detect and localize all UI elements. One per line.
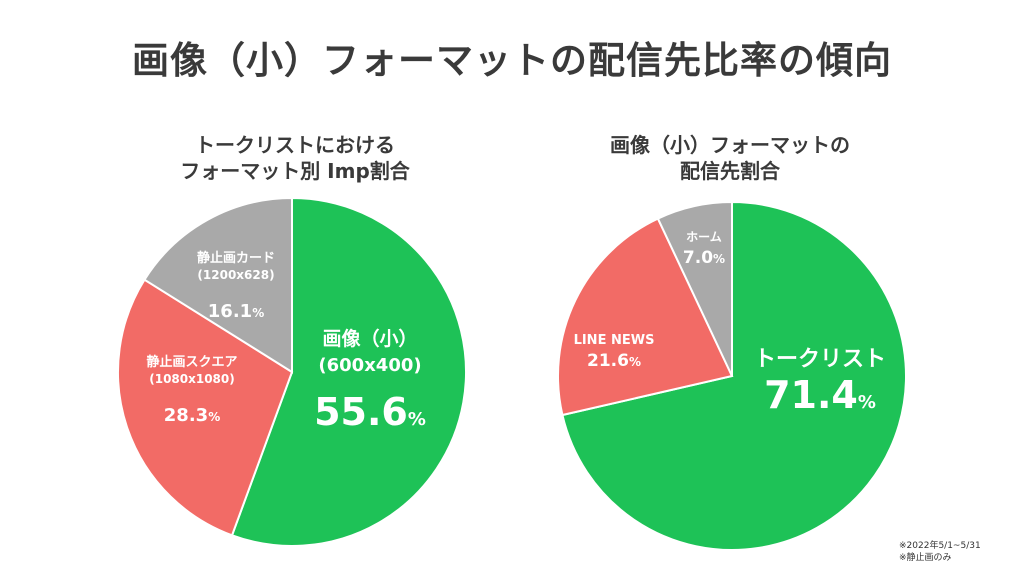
footnote: ※2022年5/1~5/31 ※静止画のみ <box>899 540 981 564</box>
chart-1-slice-1-label-line-2: (600x400) <box>318 355 421 376</box>
chart-1-title: トークリストにおける フォーマット別 Imp割合 <box>130 132 460 184</box>
footnote-line-2: ※静止画のみ <box>899 553 952 563</box>
chart-2-slice-1-label-line-1: トークリスト <box>754 347 886 372</box>
chart-2-slice-2-value: 21.6% <box>587 351 641 371</box>
chart-1-slice-2-value: 28.3% <box>164 405 220 426</box>
chart-1-title-line-2: フォーマット別 Imp割合 <box>180 159 410 183</box>
chart-2-title-line-2: 配信先割合 <box>680 159 780 183</box>
chart-2-slice-3 <box>656 200 733 377</box>
footnote-line-1: ※2022年5/1~5/31 <box>899 541 981 551</box>
chart-2-slice-3-label-line-1: ホーム <box>686 230 722 244</box>
chart-1-slice-2 <box>117 278 294 537</box>
chart-2-slice-2-label-line-1: LINE NEWS <box>574 333 655 348</box>
chart-1-slice-3-value: 16.1% <box>208 301 264 322</box>
chart-2-slice-1-value: 71.4% <box>764 373 876 417</box>
chart-2-slice-1 <box>561 200 907 551</box>
page-title: 画像（小）フォーマットの配信先比率の傾向 <box>132 39 892 82</box>
chart-1-slice-3 <box>143 196 293 374</box>
chart-2-slice-2 <box>557 217 734 417</box>
chart-1-title-line-1: トークリストにおける <box>195 133 395 157</box>
chart-2-title: 画像（小）フォーマットの 配信先割合 <box>560 132 900 184</box>
chart-1-slice-3-label-line-1: 静止画カード <box>197 250 275 266</box>
chart-1-slice-2-label-line-2: (1080x1080) <box>149 372 235 386</box>
chart-2-title-line-1: 画像（小）フォーマットの <box>610 133 850 157</box>
chart-1-slice-3-label-line-2: (1200x628) <box>197 268 274 282</box>
chart-1-slice-1 <box>230 196 467 547</box>
chart-1-slice-1-label-line-1: 画像（小） <box>322 327 417 350</box>
chart-1-slice-2-label-line-1: 静止画スクエア <box>146 354 237 370</box>
chart-2-slice-3-value: 7.0% <box>683 248 725 268</box>
chart-1-slice-1-value: 55.6% <box>314 390 426 434</box>
